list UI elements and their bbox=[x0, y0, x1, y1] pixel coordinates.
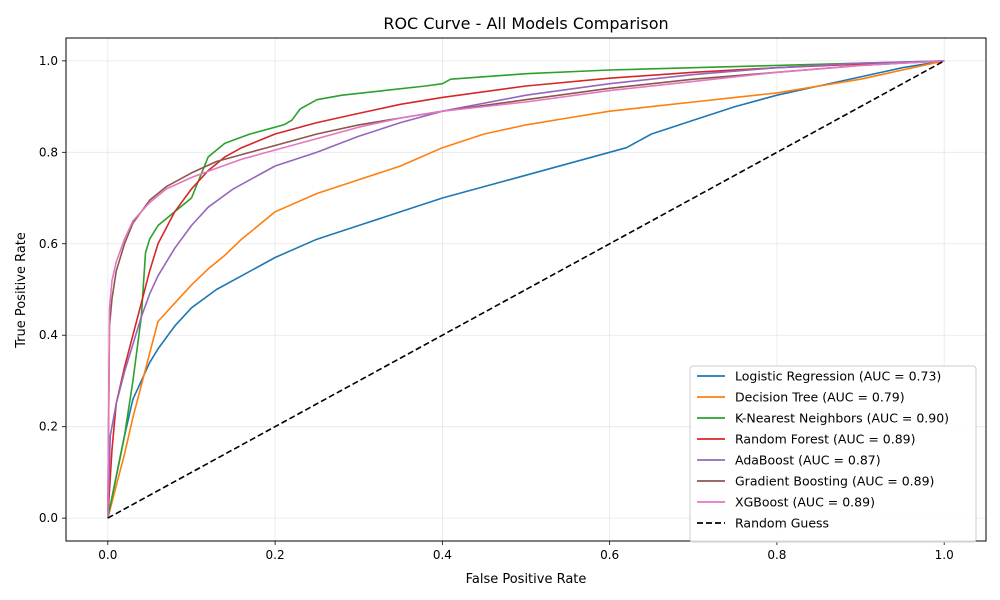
y-axis-label: True Positive Rate bbox=[14, 232, 29, 349]
legend-label: Decision Tree (AUC = 0.79) bbox=[735, 390, 905, 405]
series-line-1 bbox=[107, 60, 945, 519]
x-tick-label: 0.4 bbox=[433, 548, 452, 562]
plot-area bbox=[65, 37, 987, 542]
legend-label: Gradient Boosting (AUC = 0.89) bbox=[735, 474, 934, 489]
legend: Logistic Regression (AUC = 0.73) Decision… bbox=[689, 365, 977, 543]
x-axis-label: False Positive Rate bbox=[466, 572, 587, 587]
chart-title: ROC Curve - All Models Comparison bbox=[383, 14, 668, 33]
y-tick-label: 0.0 bbox=[39, 511, 58, 525]
series-line-0 bbox=[107, 60, 945, 519]
x-tick-label: 0.8 bbox=[767, 548, 786, 562]
series-line-3 bbox=[107, 60, 945, 519]
legend-label: AdaBoost (AUC = 0.87) bbox=[735, 453, 881, 468]
legend-label: XGBoost (AUC = 0.89) bbox=[735, 495, 875, 510]
series-line-4 bbox=[107, 60, 945, 519]
y-tick-label: 0.4 bbox=[39, 328, 58, 342]
series-layer bbox=[107, 60, 945, 519]
legend-label: Random Guess bbox=[735, 516, 829, 531]
y-tick-label: 1.0 bbox=[39, 54, 58, 68]
series-line-6 bbox=[107, 60, 945, 519]
series-line-7 bbox=[107, 60, 945, 519]
x-tick-label: 0.0 bbox=[98, 548, 117, 562]
x-tick-label: 0.6 bbox=[600, 548, 619, 562]
x-tick-label: 1.0 bbox=[935, 548, 954, 562]
legend-box bbox=[689, 365, 977, 543]
legend-label: Random Forest (AUC = 0.89) bbox=[735, 432, 916, 447]
series-line-5 bbox=[107, 60, 945, 519]
legend-label: K-Nearest Neighbors (AUC = 0.90) bbox=[735, 411, 949, 426]
series-line-2 bbox=[107, 60, 945, 519]
x-axis: 0.0 0.2 0.4 0.6 0.8 1.0 bbox=[98, 541, 954, 562]
y-axis: 0.0 0.2 0.4 0.6 0.8 1.0 bbox=[39, 54, 66, 525]
x-tick-label: 0.2 bbox=[266, 548, 285, 562]
y-tick-label: 0.2 bbox=[39, 420, 58, 434]
plot-frame bbox=[65, 37, 987, 542]
legend-label: Logistic Regression (AUC = 0.73) bbox=[735, 369, 941, 384]
y-tick-label: 0.6 bbox=[39, 237, 58, 251]
y-tick-label: 0.8 bbox=[39, 145, 58, 159]
